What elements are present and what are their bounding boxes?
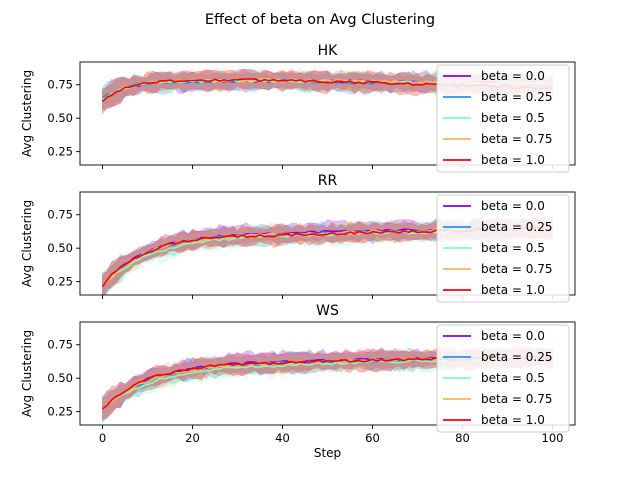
xtick-label: 40	[275, 431, 290, 445]
legend-entry: beta = 1.0	[481, 283, 545, 297]
xtick-label: 20	[185, 431, 200, 445]
ylabel: Avg Clustering	[20, 330, 34, 417]
xtick-label: 0	[99, 431, 106, 445]
axes-frame	[79, 321, 576, 426]
legend-entry: beta = 0.25	[481, 350, 552, 364]
axes-frame	[79, 61, 576, 166]
ytick-label: 0.25	[47, 405, 73, 419]
ylabel: Avg Clustering	[20, 70, 34, 157]
ytick-label: 0.25	[47, 275, 73, 289]
legend-entry: beta = 0.75	[481, 132, 552, 146]
subplot-ws: 0.25 0.50 0.75 0 20 40 60 80 100 WS Avg Clustering…	[20, 303, 576, 460]
ytick-label: 0.25	[47, 145, 73, 159]
legend-entry: beta = 0.25	[481, 90, 552, 104]
ytick-label: 0.75	[47, 78, 73, 92]
ytick-label: 0.50	[47, 241, 73, 255]
legend-entry: beta = 0.75	[481, 392, 552, 406]
legend-entry: beta = 0.5	[481, 111, 545, 125]
figure-title: Effect of beta on Avg Clustering	[205, 12, 435, 28]
axes-frame	[79, 191, 576, 296]
legend-entry: beta = 0.5	[481, 241, 545, 255]
legend: beta = 0.0 beta = 0.25 beta = 0.5 beta = 0.…	[436, 64, 570, 173]
xtick-label: 60	[365, 431, 380, 445]
legend-box	[436, 194, 570, 303]
subplot-title: RR	[318, 173, 338, 189]
subplot-title: HK	[318, 43, 339, 59]
legend-entry: beta = 1.0	[481, 153, 545, 167]
legend: beta = 0.0 beta = 0.25 beta = 0.5 beta = 0.…	[436, 324, 570, 433]
xtick-label: 100	[542, 431, 564, 445]
subplot-title: WS	[316, 303, 339, 319]
legend-entry: beta = 0.5	[481, 371, 545, 385]
legend-entry: beta = 0.0	[481, 69, 545, 83]
ytick-label: 0.50	[47, 111, 73, 125]
legend: beta = 0.0 beta = 0.25 beta = 0.5 beta = 0.…	[436, 194, 570, 303]
ylabel: Avg Clustering	[20, 200, 34, 287]
legend-box	[436, 64, 570, 173]
legend-entry: beta = 1.0	[481, 413, 545, 427]
xtick-label: 80	[455, 431, 470, 445]
ytick-label: 0.50	[47, 371, 73, 385]
xlabel: Step	[314, 446, 341, 460]
legend-entry: beta = 0.75	[481, 262, 552, 276]
legend-box	[436, 324, 570, 433]
legend-entry: beta = 0.0	[481, 199, 545, 213]
ytick-label: 0.75	[47, 208, 73, 222]
ytick-label: 0.75	[47, 338, 73, 352]
legend-entry: beta = 0.25	[481, 220, 552, 234]
legend-entry: beta = 0.0	[481, 329, 545, 343]
